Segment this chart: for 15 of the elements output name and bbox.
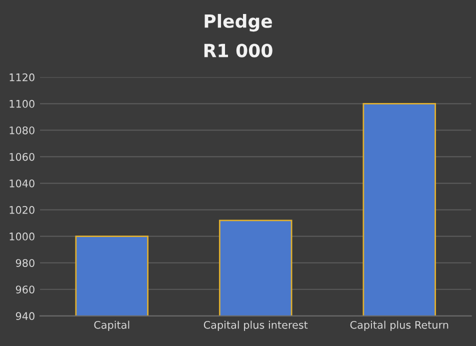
y-tick-label: 1040: [10, 179, 34, 188]
chart-title: Pledge: [204, 14, 272, 32]
x-tick-label: Capital: [94, 320, 130, 331]
x-tick-label: Capital plus interest: [204, 320, 308, 331]
y-tick-label: 980: [16, 259, 34, 267]
x-tick-label: Capital plus Return: [350, 320, 448, 331]
y-tick-label: 1060: [10, 152, 34, 161]
y-tick-label: 1020: [10, 206, 34, 214]
y-tick-label: 1120: [10, 73, 34, 82]
y-tick-label: 940: [16, 312, 34, 320]
chart-subtitle: R1 000: [204, 44, 272, 58]
y-tick-label: 1100: [10, 100, 34, 108]
y-tick-label: 1000: [10, 232, 34, 240]
y-tick-label: 960: [16, 286, 34, 294]
y-tick-label: 1080: [10, 126, 34, 134]
